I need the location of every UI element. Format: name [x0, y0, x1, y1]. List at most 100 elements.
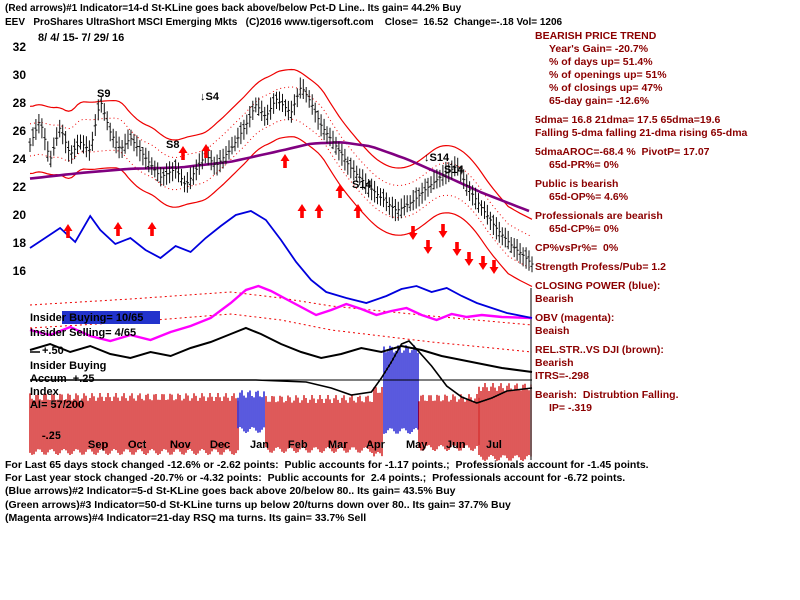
buy-arrow-icon — [201, 144, 211, 158]
svg-text:Feb: Feb — [288, 439, 308, 451]
sell-arrow-icon — [423, 240, 433, 254]
svg-text:S14: S14 — [352, 179, 372, 191]
accum-index-label-3: Index — [30, 386, 59, 398]
ticker-title-line: EEV ProShares UltraShort MSCI Emerging M… — [5, 17, 563, 28]
svg-text:22: 22 — [13, 180, 27, 194]
footer-line-5: (Magenta arrows)#4 Indicator=21-day RSQ … — [5, 511, 367, 524]
accum-index-line — [30, 340, 533, 404]
buy-arrow-icon — [314, 204, 324, 218]
svg-text:28: 28 — [13, 96, 27, 110]
sell-arrow-icon — [408, 226, 418, 240]
stats-line-22: ITRS=-.298 — [535, 370, 589, 382]
lower-inner-band — [29, 118, 533, 270]
month-labels: Sep Oct Nov Dec Jan Feb Mar Apr May Jun Jul — [88, 439, 502, 451]
stats-line-1: Year's Gain= -20.7% — [549, 43, 649, 55]
insider-selling-count: Insider Selling= 4/65 — [30, 327, 137, 339]
stats-line-14: CP%vsPr%= 0% — [535, 242, 619, 254]
lower-band-line — [29, 136, 533, 288]
svg-text:↓S4: ↓S4 — [200, 91, 220, 103]
sell-arrow-icon — [478, 256, 488, 270]
buy-arrow-icon — [353, 204, 363, 218]
svg-text:May: May — [406, 439, 428, 451]
svg-text:S14: S14 — [444, 164, 464, 176]
stats-line-17: Bearish — [535, 293, 574, 305]
stats-line-16: CLOSING POWER (blue): — [535, 280, 661, 292]
y-axis-labels: 32 30 28 26 24 22 20 18 16 — [13, 40, 27, 278]
svg-text:16: 16 — [13, 264, 27, 278]
stats-line-13: 65d-CP%= 0% — [549, 223, 619, 235]
footer-line-2: For Last year stock changed -20.7% or -4… — [5, 472, 626, 485]
svg-text:18: 18 — [13, 236, 27, 250]
footer-line-3: (Blue arrows)#2 Indicator=5-d St-KLine g… — [5, 485, 456, 498]
stats-line-21: Bearish — [535, 357, 574, 369]
svg-text:Mar: Mar — [328, 439, 348, 451]
stats-line-19: Beaish — [535, 325, 570, 337]
svg-text:32: 32 — [13, 40, 27, 54]
footer-line-4: (Green arrows)#3 Indicator=50-d St-KLine… — [5, 498, 511, 511]
obv-line — [29, 284, 533, 343]
stats-line-8: 5dmaAROC=-68.4 % PivotP= 17.07 — [535, 146, 710, 158]
buy-arrow-icon — [178, 146, 188, 160]
svg-text:S9: S9 — [97, 88, 110, 100]
insider-buying-highlight — [62, 311, 160, 324]
stats-line-10: Public is bearish — [535, 178, 619, 190]
price-bands — [29, 68, 533, 288]
stats-line-11: 65d-OP%= 4.6% — [549, 191, 629, 203]
sell-arrow-icon — [489, 260, 499, 274]
accum-scale-minus25: -.25 — [42, 430, 61, 442]
stats-line-15: Strength Profess/Pub= 1.2 — [535, 261, 666, 273]
svg-text:Apr: Apr — [366, 439, 386, 451]
indicator1-summary: (Red arrows)#1 Indicator=14-d St-KLine g… — [5, 3, 462, 14]
stats-line-12: Professionals are bearish — [535, 210, 663, 222]
buy-arrow-icon — [113, 222, 123, 236]
svg-text:26: 26 — [13, 124, 27, 138]
accum-histogram — [29, 345, 532, 461]
svg-text:24: 24 — [13, 152, 27, 166]
buy-arrow-icon — [147, 222, 157, 236]
sell-arrow-icon — [452, 242, 462, 256]
stats-line-7: Falling 5-dma falling 21-dma rising 65-d… — [535, 127, 748, 139]
svg-text:S8: S8 — [166, 139, 179, 151]
signal-arrows — [63, 144, 499, 274]
stats-line-5: 65-day gain= -12.6% — [549, 95, 650, 107]
stats-panel: BEARISH PRICE TREND Year's Gain= -20.7%% … — [535, 30, 797, 415]
stats-line-2: % of days up= 51.4% — [549, 56, 653, 68]
upper-band-line — [29, 68, 533, 220]
accum-index-value: AI= 57/200 — [30, 399, 85, 411]
buy-arrow-icon — [63, 224, 73, 238]
stats-line-20: REL.STR..VS DJI (brown): — [535, 344, 664, 356]
buy-arrow-icon — [297, 204, 307, 218]
svg-text:Dec: Dec — [210, 439, 230, 451]
stats-line-6: 5dma= 16.8 21dma= 17.5 65dma=19.6 — [535, 114, 721, 126]
insider-buying-count: Insider Buying= 10/65 — [30, 312, 144, 324]
dma-65-line — [29, 140, 530, 213]
date-range-label: 8/ 4/ 15- 7/ 29/ 16 — [38, 32, 125, 44]
sell-arrow-icon — [464, 252, 474, 266]
closing-power-line — [29, 210, 533, 319]
svg-text:↓S14: ↓S14 — [424, 152, 450, 164]
accum-scale-plus50: +.50 — [42, 345, 64, 357]
svg-text:Sep: Sep — [88, 439, 108, 451]
svg-text:Jan: Jan — [250, 439, 269, 451]
svg-text:20: 20 — [13, 208, 27, 222]
stats-line-24: IP= -.319 — [549, 402, 592, 414]
rel-str-line — [29, 326, 533, 373]
stats-line-23: Bearish: Distrubtion Falling. — [535, 389, 679, 401]
sell-arrow-icon — [438, 224, 448, 238]
accum-index-label-2: Accum +.25 — [30, 373, 95, 385]
footer-notes: For Last 65 days stock changed -12.6% or… — [5, 459, 649, 525]
buy-arrow-icon — [335, 184, 345, 198]
svg-text:Jul: Jul — [486, 439, 502, 451]
price-bars — [28, 77, 534, 273]
svg-text:30: 30 — [13, 68, 27, 82]
stats-line-0: BEARISH PRICE TREND — [535, 30, 657, 42]
svg-text:Oct: Oct — [128, 439, 147, 451]
stats-line-9: 65d-PR%= 0% — [549, 159, 619, 171]
stats-line-18: OBV (magenta): — [535, 312, 615, 324]
accum-index-label-1: Insider Buying — [30, 360, 107, 372]
footer-line-1: For Last 65 days stock changed -12.6% or… — [5, 459, 649, 471]
stats-line-4: % of closings up= 47% — [549, 82, 663, 94]
upper-inner-band — [29, 86, 533, 238]
